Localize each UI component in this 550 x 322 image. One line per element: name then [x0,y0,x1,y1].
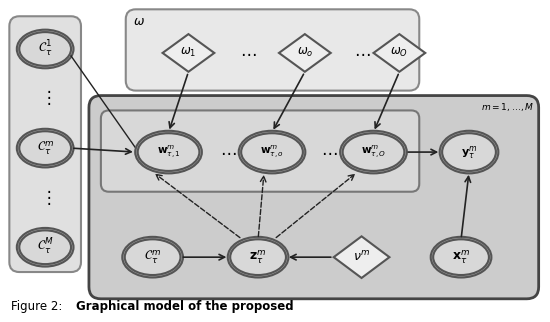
Text: $\cdots$: $\cdots$ [354,44,371,62]
Text: $\mathcal{C}_{\tau}^{1}$: $\mathcal{C}_{\tau}^{1}$ [38,39,52,59]
Text: $\omega_o$: $\omega_o$ [296,46,313,60]
Text: $\mathbf{z}_{\tau}^{m}$: $\mathbf{z}_{\tau}^{m}$ [250,248,267,266]
Ellipse shape [439,131,498,173]
Ellipse shape [340,131,407,173]
Ellipse shape [19,131,71,165]
Text: $\vdots$: $\vdots$ [40,188,51,207]
FancyBboxPatch shape [101,110,419,192]
Ellipse shape [125,239,180,275]
Ellipse shape [239,131,305,173]
Ellipse shape [17,129,74,167]
Text: $\mathcal{C}_{\tau}^{m}$: $\mathcal{C}_{\tau}^{m}$ [144,248,161,266]
Text: Figure 2:: Figure 2: [12,300,63,313]
Text: $\omega$: $\omega$ [133,15,145,28]
FancyBboxPatch shape [126,9,419,90]
Text: $\mathbf{w}_{\tau,O}^{m}$: $\mathbf{w}_{\tau,O}^{m}$ [361,144,386,160]
Text: Graphical model of the proposed: Graphical model of the proposed [76,300,294,313]
Text: $\mathcal{C}_{\tau}^{m}$: $\mathcal{C}_{\tau}^{m}$ [37,139,54,157]
Text: $\cdots$: $\cdots$ [240,44,256,62]
Ellipse shape [19,32,71,66]
Text: $\mathcal{C}_{\tau}^{M}$: $\mathcal{C}_{\tau}^{M}$ [37,237,53,257]
Ellipse shape [228,237,288,278]
Text: $\nu^{m}$: $\nu^{m}$ [353,250,370,264]
Ellipse shape [17,30,74,68]
Ellipse shape [17,228,74,267]
Ellipse shape [138,133,200,171]
Ellipse shape [442,133,496,171]
Text: $\omega_1$: $\omega_1$ [180,46,196,60]
Text: $\omega_O$: $\omega_O$ [390,46,408,60]
Ellipse shape [135,131,202,173]
Polygon shape [163,34,214,72]
Ellipse shape [19,231,71,264]
Ellipse shape [433,239,489,275]
Ellipse shape [431,237,491,278]
Ellipse shape [230,239,286,275]
Text: $\mathbf{w}_{\tau,1}^{m}$: $\mathbf{w}_{\tau,1}^{m}$ [157,144,180,160]
Text: $\mathbf{y}_{\tau}^{m}$: $\mathbf{y}_{\tau}^{m}$ [461,144,477,161]
Text: $\mathbf{w}_{\tau,o}^{m}$: $\mathbf{w}_{\tau,o}^{m}$ [260,144,284,160]
FancyBboxPatch shape [89,96,538,299]
Text: $\cdots$: $\cdots$ [321,143,338,161]
Ellipse shape [343,133,404,171]
Polygon shape [334,236,389,278]
FancyBboxPatch shape [9,16,81,272]
Text: $\mathbf{x}_{\tau}^{m}$: $\mathbf{x}_{\tau}^{m}$ [452,248,470,266]
Ellipse shape [241,133,303,171]
Text: $m=1,\ldots,M$: $m=1,\ldots,M$ [481,101,535,113]
Ellipse shape [122,237,183,278]
Text: $\cdots$: $\cdots$ [220,143,236,161]
Polygon shape [373,34,425,72]
Text: $\vdots$: $\vdots$ [40,88,51,107]
Polygon shape [279,34,331,72]
